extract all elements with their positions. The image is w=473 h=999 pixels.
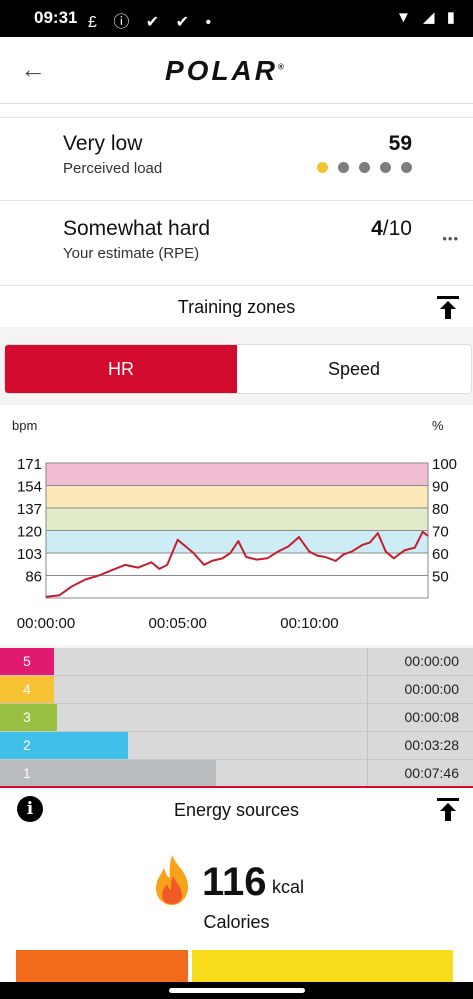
energy-sources-header: i Energy sources: [0, 788, 473, 832]
rpe-row: Somewhat hard Your estimate (RPE) 4/10 •…: [0, 200, 473, 285]
x-tick: 00:00:00: [17, 615, 75, 632]
y-tick-left: 137: [17, 501, 42, 518]
more-options-icon[interactable]: •••: [442, 231, 459, 246]
zone-separator: [367, 760, 368, 787]
y-axis-left-label: bpm: [12, 418, 37, 433]
perceived-load-dots: [317, 160, 422, 178]
perceived-load-title: Very low: [63, 132, 143, 155]
energy-sources-title: Energy sources: [173, 800, 300, 820]
y-tick-left: 120: [17, 524, 42, 541]
load-dot: [338, 162, 349, 173]
app-bar: ← POLAR®: [0, 37, 473, 104]
load-dot: [401, 162, 412, 173]
divider-line: [0, 786, 473, 788]
zone-row-1: 1 00:07:46: [0, 760, 473, 788]
perceived-load-row: Very low Perceived load 59: [0, 117, 473, 200]
rpe-title: Somewhat hard: [63, 217, 211, 240]
x-tick: 00:10:00: [280, 615, 338, 632]
zone-time: 00:00:00: [404, 681, 460, 697]
info-icon[interactable]: i: [17, 796, 43, 822]
y-tick-left: 86: [25, 569, 42, 586]
zone-band: [46, 508, 428, 531]
perceived-load-subtitle: Perceived load: [63, 160, 163, 177]
home-gesture-pill[interactable]: [169, 988, 305, 993]
zone-band: [46, 485, 428, 508]
tab-speed[interactable]: Speed: [327, 359, 381, 379]
tab-hr[interactable]: HR: [5, 345, 237, 393]
rpe-value: 4/10: [371, 217, 412, 240]
status-bar: 09:31 £ ⓘ ✔ ✔ • ▼ ◢ ▮: [0, 0, 473, 37]
x-tick: 00:05:00: [149, 615, 207, 632]
y-tick-left: 154: [17, 479, 42, 496]
zone-time: 00:07:46: [404, 765, 460, 781]
load-dot: [380, 162, 391, 173]
calories-value: 116: [202, 860, 267, 904]
rpe-subtitle: Your estimate (RPE): [63, 245, 200, 262]
training-zones-title: Training zones: [177, 297, 296, 317]
zone-separator: [367, 732, 368, 759]
zone-time-bar: [54, 732, 128, 759]
zone-number: 2: [0, 732, 54, 759]
status-time: 09:31: [34, 8, 78, 27]
zone-number: 3: [0, 704, 54, 731]
heart-rate-chart-svg: bpm % 171 154 137 120 103 86 100 90 80 70 60 50 00:0…: [12, 418, 457, 632]
zone-row-4: 4 00:00:00: [0, 676, 473, 704]
y-tick-right: 90: [432, 479, 449, 496]
y-tick-left: 103: [17, 546, 42, 563]
zone-separator: [367, 676, 368, 703]
calories-block: 116 kcal Calories: [0, 845, 473, 945]
zone-band: [46, 463, 428, 486]
zone-type-toggle: HR Speed: [4, 344, 472, 394]
back-arrow-icon[interactable]: ←: [20, 54, 46, 84]
y-tick-right: 80: [432, 501, 449, 518]
y-axis-right-label: %: [432, 418, 444, 433]
flame-icon: [156, 855, 188, 905]
y-tick-left: 171: [17, 456, 42, 473]
zone-number: 4: [0, 676, 54, 703]
zone-row-5: 5 00:00:00: [0, 648, 473, 676]
system-status-icons: ▼ ◢ ▮: [396, 9, 459, 26]
zone-separator: [367, 704, 368, 731]
energy-source-segment: [16, 950, 188, 982]
heart-rate-line: [45, 530, 429, 598]
training-zones-header: Training zones: [0, 285, 473, 328]
zone-number: 5: [0, 648, 54, 675]
load-dot: [317, 162, 328, 173]
zone-time: 00:00:08: [404, 709, 460, 725]
navigation-bar: [0, 982, 473, 999]
zone-row-2: 2 00:03:28: [0, 732, 473, 760]
calories-label: Calories: [203, 912, 270, 932]
calories-unit: kcal: [272, 877, 305, 897]
perceived-load-value: 59: [388, 132, 412, 155]
load-dot: [359, 162, 370, 173]
y-tick-right: 70: [432, 524, 449, 541]
zone-time: 00:03:28: [404, 737, 460, 753]
export-icon[interactable]: [437, 798, 459, 822]
zone-time: 00:00:00: [404, 653, 460, 669]
zone-separator: [367, 648, 368, 675]
polar-logo: POLAR®: [165, 55, 284, 86]
zone-number: 1: [0, 760, 54, 787]
y-tick-right: 50: [432, 569, 449, 586]
heart-rate-chart: bpm % 171 154 137 120 103 86 100 90 80 70 60 50 00:0…: [0, 405, 473, 645]
zone-time-bar: [54, 760, 216, 787]
notification-icons: £ ⓘ ✔ ✔ •: [88, 14, 218, 31]
zone-time-bar: [54, 704, 57, 731]
y-tick-right: 60: [432, 546, 449, 563]
y-tick-right: 100: [432, 456, 457, 473]
export-icon[interactable]: [437, 296, 459, 320]
energy-source-segment: [192, 950, 453, 982]
zone-row-3: 3 00:00:08: [0, 704, 473, 732]
